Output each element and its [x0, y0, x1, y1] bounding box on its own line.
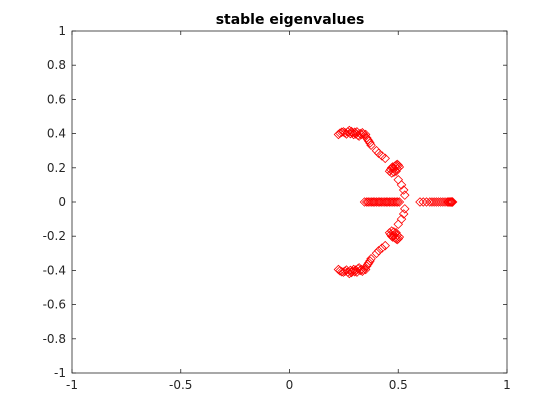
data-point: [388, 197, 398, 207]
data-point: [333, 264, 344, 275]
data-point: [371, 248, 382, 259]
y-tick-label: 0.2: [47, 161, 66, 175]
data-point: [338, 267, 349, 277]
data-point: [400, 204, 410, 214]
data-point: [427, 197, 437, 207]
data-point: [444, 197, 455, 207]
data-point: [447, 197, 458, 207]
data-point: [392, 230, 402, 241]
data-point: [374, 197, 385, 207]
y-tick-label: -0.4: [43, 263, 66, 277]
x-tick-label: 0.5: [389, 378, 408, 392]
y-tick-label: 0.8: [47, 58, 66, 72]
data-point: [371, 197, 382, 207]
y-tick-label: -0.2: [43, 229, 66, 243]
y-tick-label: -0.6: [43, 298, 66, 312]
data-point: [443, 197, 454, 207]
data-point: [398, 185, 409, 195]
axis-ticks: -1 -0.5 0 0.5 1 -1 -0.8 -0.6 -0.4 -0.2 0 0.2 0.4 0.6 0…: [43, 24, 511, 392]
data-point: [335, 128, 345, 139]
x-tick-label: -0.5: [169, 378, 192, 392]
data-point: [384, 228, 395, 238]
data-point: [365, 197, 375, 207]
x-tick-label: -1: [66, 378, 78, 392]
data-point: [396, 180, 407, 190]
data-point: [394, 197, 405, 207]
y-tick-label: -1: [54, 366, 66, 380]
data-point: [352, 127, 362, 137]
data-point: [398, 209, 409, 219]
data-point: [378, 197, 388, 207]
data-point: [392, 163, 402, 174]
data-point: [369, 197, 380, 207]
data-point: [446, 197, 456, 207]
data-point: [400, 190, 410, 200]
data-point: [358, 129, 369, 139]
data-point: [380, 153, 390, 164]
data-point: [389, 197, 400, 207]
data-point: [394, 232, 405, 242]
data-point: [365, 138, 375, 148]
data-point: [381, 197, 392, 207]
data-point: [363, 197, 374, 207]
data-point: [389, 230, 399, 241]
plot-area: [72, 31, 507, 373]
y-tick-label: 1: [58, 24, 66, 38]
y-tick-label: 0.6: [47, 92, 66, 106]
plot-box: [71, 30, 508, 374]
data-point: [389, 167, 399, 177]
data-point: [391, 197, 401, 207]
data-point: [383, 197, 393, 207]
data-point: [415, 197, 425, 207]
data-point: [393, 219, 404, 229]
data-point: [361, 197, 372, 207]
data-point: [391, 228, 401, 238]
data-point: [384, 197, 395, 207]
data-point: [366, 197, 377, 207]
data-point: [431, 197, 442, 207]
y-tick-label: 0.4: [47, 127, 66, 141]
data-point: [433, 197, 444, 207]
x-tick-label: 0: [286, 378, 294, 392]
data-point: [336, 267, 347, 277]
data-point: [366, 140, 376, 150]
data-point: [360, 129, 371, 140]
data-point: [392, 197, 403, 207]
chart-title: stable eigenvalues: [216, 12, 365, 28]
data-points: [333, 125, 458, 279]
data-point: [386, 168, 397, 178]
data-point: [364, 257, 374, 268]
data-point: [391, 166, 401, 176]
y-tick-label: 0: [58, 195, 66, 209]
data-point: [347, 127, 358, 138]
data-point: [379, 197, 390, 207]
data-point: [435, 197, 446, 207]
data-point: [425, 197, 435, 207]
data-point: [376, 197, 387, 207]
data-point: [364, 136, 374, 147]
data-point: [386, 197, 396, 207]
data-point: [345, 265, 356, 276]
plot-axes: -1 -0.5 0 0.5 1 -1 -0.8 -0.6 -0.4 -0.2 0 0.2 0.4 0.6 0…: [43, 24, 511, 392]
data-point: [429, 197, 439, 207]
data-point: [418, 197, 429, 207]
data-point: [373, 197, 384, 207]
data-point: [363, 259, 373, 270]
data-point: [445, 197, 456, 207]
data-point: [359, 263, 370, 274]
x-tick-label: 1: [503, 378, 511, 392]
y-tick-label: -0.8: [43, 332, 66, 346]
data-point: [368, 197, 379, 207]
